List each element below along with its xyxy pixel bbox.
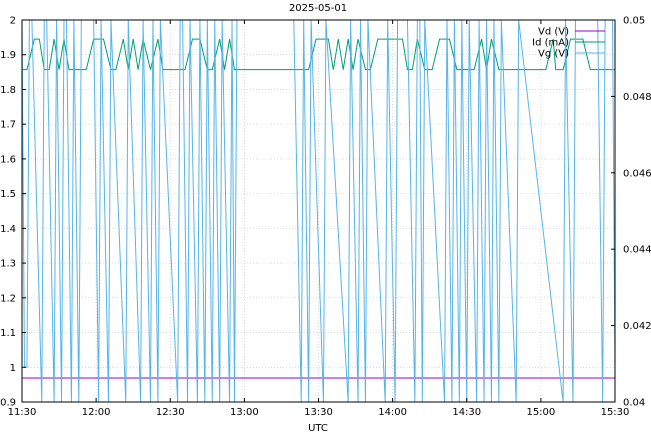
x-tick-label: 14:00: [378, 407, 407, 418]
y-left-tick-label: 1.8: [0, 85, 16, 96]
y-left-tick-label: 1.2: [0, 293, 16, 304]
x-tick-label: 13:30: [304, 407, 333, 418]
x-tick-label: 14:30: [452, 407, 481, 418]
x-tick-label: 15:00: [526, 407, 555, 418]
legend: Vd (V)Id (mA)Vg (V): [532, 27, 605, 60]
y-left-tick-label: 1.7: [0, 120, 16, 131]
y-left-tick-label: 2: [10, 16, 16, 27]
y-left-tick-label: 1: [10, 363, 16, 374]
axis-layer: 11:30 12:00 12:30 13:00 13:30 14:00 14:30 15:00…: [0, 16, 651, 419]
x-tick-label: 12:00: [82, 407, 111, 418]
chart-title: 2025-05-01: [289, 3, 347, 14]
y-right-tick-label: 0.05: [623, 16, 645, 27]
y-left-tick-label: 1.5: [0, 189, 16, 200]
legend-label: Id (mA): [532, 38, 569, 49]
x-tick-label: 12:30: [156, 407, 185, 418]
y-right-tick-label: 0.044: [623, 245, 651, 256]
y-left-tick-label: 1.6: [0, 154, 16, 165]
series-line-id-ma: [22, 38, 615, 71]
x-axis-label: UTC: [308, 423, 328, 432]
y-left-tick-label: 0.9: [0, 398, 16, 409]
y-right-tick-label: 0.04: [623, 398, 645, 409]
y-left-tick-label: 1.1: [0, 328, 16, 339]
x-tick-label: 13:00: [230, 407, 259, 418]
y-right-tick-label: 0.042: [623, 321, 651, 332]
x-tick-label: 15:30: [601, 407, 630, 418]
x-tick-label: 11:30: [8, 407, 37, 418]
legend-label: Vg (V): [538, 49, 569, 60]
y-left-tick-label: 1.3: [0, 259, 16, 270]
y-right-tick-label: 0.046: [623, 168, 651, 179]
y-right-tick-label: 0.048: [623, 92, 651, 103]
legend-label: Vd (V): [538, 27, 569, 38]
y-left-tick-label: 1.9: [0, 50, 16, 61]
y-left-tick-label: 1.4: [0, 224, 16, 235]
